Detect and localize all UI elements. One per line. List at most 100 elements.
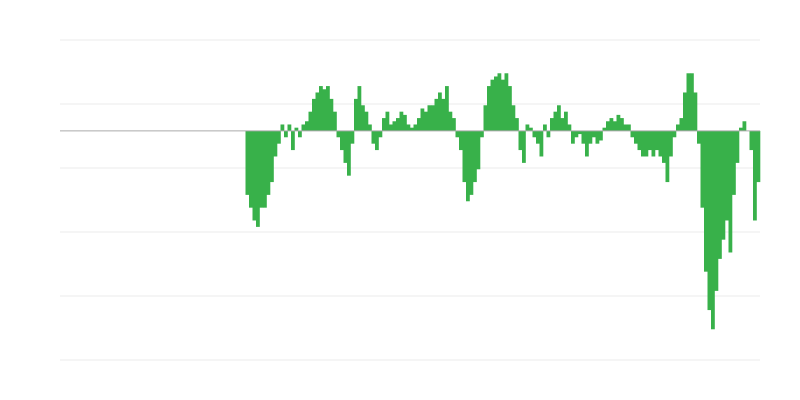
bar (413, 124, 418, 131)
bar (497, 73, 502, 131)
bar (364, 111, 369, 131)
bar (588, 130, 593, 144)
bar (539, 130, 544, 157)
bar (634, 130, 638, 144)
bar (508, 86, 512, 131)
bar (368, 124, 372, 131)
bar (476, 130, 481, 170)
bar (742, 121, 747, 131)
bar (326, 86, 330, 131)
bar (595, 130, 600, 144)
bar (329, 98, 334, 131)
bar (564, 111, 568, 131)
bar (749, 130, 754, 151)
bar (529, 127, 533, 131)
bar (714, 130, 719, 291)
bar (494, 76, 498, 131)
bar (641, 130, 645, 157)
bar (452, 118, 456, 131)
bar (263, 130, 267, 208)
bar (557, 105, 561, 131)
bar (574, 130, 579, 138)
bar (354, 98, 358, 131)
bar (515, 118, 519, 131)
bar (623, 124, 628, 131)
bar (676, 124, 680, 131)
bar (420, 108, 425, 131)
bar (711, 130, 715, 330)
bar (357, 86, 362, 131)
bar (546, 130, 551, 138)
bar (718, 130, 722, 259)
bar (525, 124, 530, 131)
bar (725, 130, 729, 221)
bar (707, 130, 712, 311)
bar (315, 92, 320, 131)
gridlines (60, 39, 760, 361)
bar (571, 130, 575, 144)
bar (627, 124, 631, 131)
bar (277, 130, 281, 144)
bar (333, 111, 337, 131)
bar (273, 130, 278, 157)
bar (616, 114, 621, 131)
bar (382, 118, 386, 131)
bar (606, 121, 610, 131)
bar (620, 118, 624, 131)
bar (553, 111, 558, 131)
bar (697, 130, 701, 144)
bar (585, 130, 589, 157)
bar (434, 98, 439, 131)
bar (462, 130, 467, 183)
bar (483, 105, 488, 131)
bar (389, 124, 393, 131)
bar (371, 130, 376, 144)
bar (728, 130, 733, 253)
bar (683, 92, 687, 131)
bar (501, 79, 505, 131)
bar (679, 118, 684, 131)
bar (753, 130, 757, 221)
bar (245, 130, 250, 195)
bar (550, 118, 554, 131)
bar (469, 130, 474, 195)
bar (637, 130, 642, 151)
bar (280, 124, 285, 131)
bar (543, 124, 547, 131)
bar (581, 130, 586, 144)
bar (266, 130, 271, 195)
bar (560, 118, 565, 131)
bar (700, 130, 705, 208)
bar (385, 111, 390, 131)
bar (340, 130, 344, 151)
bar (609, 118, 614, 131)
bar (690, 73, 694, 131)
bar (312, 98, 316, 131)
bar (665, 130, 670, 183)
bar (301, 124, 306, 131)
bar (336, 130, 341, 138)
bar (375, 130, 379, 151)
bar (361, 105, 365, 131)
bar (599, 130, 603, 141)
bar (291, 130, 295, 151)
bar (441, 98, 446, 131)
bar (578, 130, 582, 135)
bar (308, 111, 313, 131)
bar (651, 130, 656, 157)
bar (669, 130, 673, 157)
bar (532, 130, 537, 138)
bar (455, 130, 460, 138)
bar (522, 130, 526, 163)
bar (644, 130, 649, 157)
bar (410, 127, 414, 131)
bar (756, 130, 761, 183)
bar (417, 118, 421, 131)
bar (284, 130, 288, 138)
bar (305, 121, 309, 131)
bar (459, 130, 463, 151)
bar (466, 130, 470, 202)
bar (347, 130, 351, 176)
bar (322, 89, 327, 131)
